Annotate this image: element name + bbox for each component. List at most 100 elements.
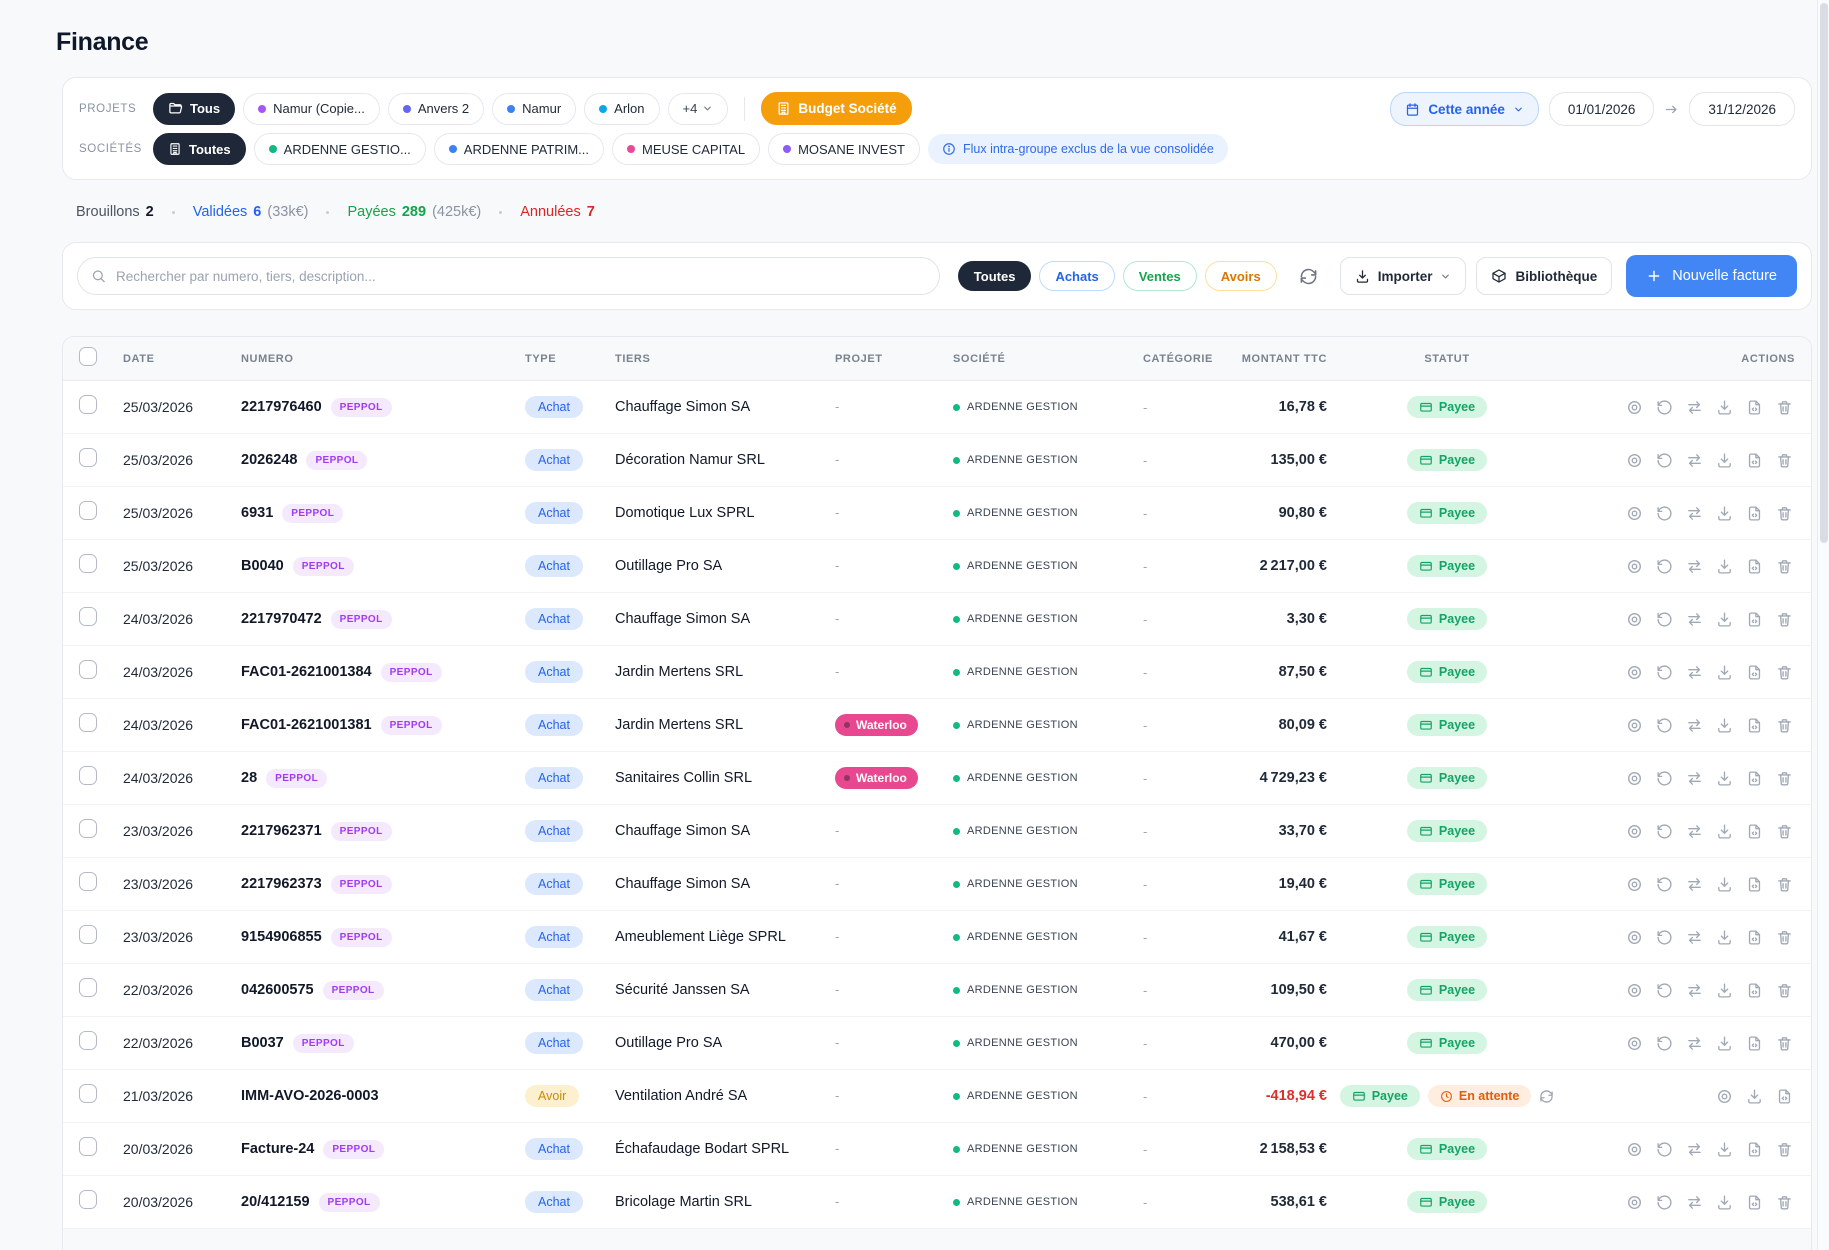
company-chip[interactable]: ARDENNE PATRIM... [433,133,604,165]
transfer-icon[interactable] [1684,715,1705,736]
row-checkbox[interactable] [79,448,97,467]
transfer-icon[interactable] [1684,397,1705,418]
row-checkbox[interactable] [79,872,97,891]
refresh-button[interactable] [1293,261,1324,292]
delete-icon[interactable] [1774,821,1795,842]
row-checkbox[interactable] [79,713,97,732]
file-icon[interactable] [1744,768,1765,789]
row-checkbox[interactable] [79,1084,97,1103]
download-icon[interactable] [1714,927,1735,948]
company-chip[interactable]: ARDENNE GESTIO... [253,133,426,165]
file-icon[interactable] [1744,1192,1765,1213]
transfer-icon[interactable] [1684,874,1705,895]
transfer-icon[interactable] [1684,450,1705,471]
download-icon[interactable] [1714,768,1735,789]
history-icon[interactable] [1654,874,1675,895]
scrollbar-thumb[interactable] [1820,3,1828,543]
download-icon[interactable] [1714,450,1735,471]
history-icon[interactable] [1654,768,1675,789]
file-icon[interactable] [1744,1139,1765,1160]
file-icon[interactable] [1744,397,1765,418]
history-icon[interactable] [1654,1192,1675,1213]
budget-societe-button[interactable]: Budget Société [761,92,912,125]
file-icon[interactable] [1744,609,1765,630]
view-icon[interactable] [1624,980,1645,1001]
select-all-checkbox[interactable] [79,346,97,366]
history-icon[interactable] [1654,927,1675,948]
delete-icon[interactable] [1774,503,1795,524]
row-checkbox[interactable] [79,660,97,679]
history-icon[interactable] [1654,715,1675,736]
row-checkbox[interactable] [79,978,97,997]
page-scrollbar[interactable] [1817,0,1829,1250]
file-icon[interactable] [1744,715,1765,736]
row-checkbox[interactable] [79,819,97,838]
projects-more-chip[interactable]: +4 [667,92,729,125]
transfer-icon[interactable] [1684,609,1705,630]
file-icon[interactable] [1744,874,1765,895]
view-icon[interactable] [1624,874,1645,895]
row-checkbox[interactable] [79,1031,97,1050]
transfer-icon[interactable] [1684,768,1705,789]
history-icon[interactable] [1654,503,1675,524]
date-from-field[interactable]: 01/01/2026 [1548,92,1655,126]
history-icon[interactable] [1654,556,1675,577]
view-icon[interactable] [1624,927,1645,948]
type-filter-ventes[interactable]: Ventes [1122,261,1197,291]
view-icon[interactable] [1624,556,1645,577]
status-tab[interactable]: Annulées 7 [520,204,595,220]
transfer-icon[interactable] [1684,503,1705,524]
download-icon[interactable] [1714,556,1735,577]
row-checkbox[interactable] [79,501,97,520]
history-icon[interactable] [1654,1139,1675,1160]
view-icon[interactable] [1624,397,1645,418]
delete-icon[interactable] [1774,715,1795,736]
status-tab[interactable]: Brouillons 2 [76,204,154,220]
delete-icon[interactable] [1774,450,1795,471]
project-chip[interactable]: Namur (Copie... [243,92,380,125]
new-invoice-button[interactable]: Nouvelle facture [1626,255,1797,297]
row-checkbox[interactable] [79,925,97,944]
view-icon[interactable] [1624,768,1645,789]
transfer-icon[interactable] [1684,1139,1705,1160]
delete-icon[interactable] [1774,980,1795,1001]
type-filter-avoirs[interactable]: Avoirs [1204,261,1277,291]
type-filter-toutes[interactable]: Toutes [957,261,1032,291]
history-icon[interactable] [1654,397,1675,418]
status-tab[interactable]: Validées 6 (33k€) [192,204,309,220]
download-icon[interactable] [1744,1086,1765,1107]
file-icon[interactable] [1744,503,1765,524]
delete-icon[interactable] [1774,768,1795,789]
transfer-icon[interactable] [1684,1033,1705,1054]
delete-icon[interactable] [1774,1033,1795,1054]
download-icon[interactable] [1714,1139,1735,1160]
companies-all-chip[interactable]: Toutes [153,133,246,165]
history-icon[interactable] [1654,609,1675,630]
view-icon[interactable] [1624,715,1645,736]
history-icon[interactable] [1654,450,1675,471]
delete-icon[interactable] [1774,927,1795,948]
view-icon[interactable] [1624,662,1645,683]
view-icon[interactable] [1624,821,1645,842]
transfer-icon[interactable] [1684,980,1705,1001]
view-icon[interactable] [1624,450,1645,471]
projects-all-chip[interactable]: Tous [153,92,236,125]
status-tab[interactable]: Payées 289 (425k€) [347,204,482,220]
row-checkbox[interactable] [79,1137,97,1156]
sync-icon[interactable] [1539,1089,1554,1104]
download-icon[interactable] [1714,715,1735,736]
download-icon[interactable] [1714,980,1735,1001]
library-button[interactable]: Bibliothèque [1476,257,1613,295]
delete-icon[interactable] [1774,609,1795,630]
file-icon[interactable] [1744,980,1765,1001]
download-icon[interactable] [1714,662,1735,683]
history-icon[interactable] [1654,1033,1675,1054]
history-icon[interactable] [1654,821,1675,842]
row-checkbox[interactable] [79,607,97,626]
import-button[interactable]: Importer [1339,257,1467,295]
delete-icon[interactable] [1774,874,1795,895]
project-chip[interactable]: Arlon [584,92,660,125]
date-to-field[interactable]: 31/12/2026 [1689,92,1795,126]
type-filter-achats[interactable]: Achats [1039,261,1115,291]
row-checkbox[interactable] [79,395,97,414]
